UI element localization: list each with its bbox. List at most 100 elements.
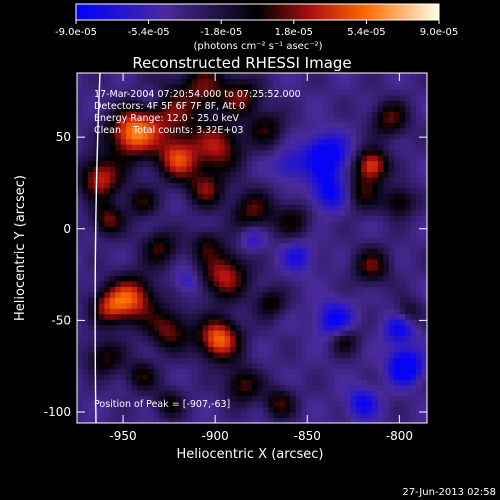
- heatmap-cell: [115, 73, 122, 80]
- heatmap-cell: [301, 253, 308, 260]
- heatmap-cell: [175, 220, 182, 227]
- heatmap-cell: [142, 275, 149, 282]
- heatmap-cell: [230, 204, 237, 211]
- heatmap-cell: [153, 209, 160, 216]
- heatmap-cell: [421, 122, 427, 129]
- heatmap-cell: [169, 324, 177, 331]
- heatmap-cell: [383, 340, 390, 348]
- heatmap-cell: [131, 133, 138, 140]
- heatmap-cell: [126, 401, 133, 408]
- heatmap-cell: [77, 357, 84, 364]
- heatmap-cell: [202, 182, 209, 189]
- heatmap-cell: [235, 280, 242, 287]
- heatmap-cell: [328, 362, 335, 369]
- heatmap-cell: [317, 286, 324, 293]
- heatmap-cell: [301, 351, 308, 358]
- heatmap-cell: [323, 204, 330, 211]
- heatmap-cell: [416, 94, 423, 101]
- heatmap-cell: [317, 346, 324, 353]
- heatmap-cell: [109, 89, 116, 96]
- heatmap-cell: [213, 280, 220, 287]
- heatmap-cell: [109, 133, 116, 140]
- heatmap-cell: [323, 412, 330, 419]
- heatmap-cell: [279, 373, 286, 380]
- heatmap-cell: [301, 242, 308, 249]
- heatmap-cell: [126, 357, 133, 364]
- heatmap-cell: [405, 176, 412, 183]
- heatmap-cell: [235, 308, 242, 315]
- heatmap-cell: [98, 390, 105, 397]
- heatmap-cell: [208, 248, 215, 255]
- heatmap-cell: [306, 368, 313, 375]
- heatmap-cell: [339, 122, 346, 129]
- heatmap-cell: [208, 171, 215, 178]
- heatmap-cell: [339, 340, 346, 348]
- heatmap-cell: [153, 100, 160, 107]
- heatmap-cell: [350, 373, 357, 380]
- heatmap-cell: [104, 78, 111, 85]
- heatmap-cell: [410, 395, 417, 402]
- heatmap-cell: [98, 144, 105, 151]
- heatmap-cell: [241, 302, 248, 309]
- heatmap-cell: [109, 373, 116, 380]
- heatmap-cell: [126, 275, 133, 282]
- heatmap-cell: [257, 291, 264, 298]
- heatmap-cell: [98, 171, 105, 178]
- heatmap-cell: [284, 105, 291, 112]
- heatmap-cell: [109, 100, 116, 107]
- heatmap-cell: [361, 384, 368, 391]
- heatmap-cell: [230, 89, 237, 96]
- heatmap-cell: [334, 335, 341, 342]
- heatmap-cell: [104, 215, 111, 222]
- heatmap-cell: [241, 324, 248, 331]
- heatmap-cell: [290, 160, 297, 167]
- heatmap-cell: [317, 406, 324, 413]
- heatmap-cell: [180, 319, 187, 326]
- heatmap-cell: [383, 269, 390, 276]
- heatmap-cell: [169, 187, 177, 194]
- heatmap-cell: [295, 209, 302, 216]
- heatmap-cell: [366, 100, 373, 107]
- heatmap-cell: [137, 324, 144, 331]
- heatmap-cell: [175, 176, 182, 183]
- heatmap-cell: [175, 116, 182, 123]
- heatmap-cell: [224, 313, 231, 320]
- heatmap-cell: [235, 133, 242, 140]
- heatmap-cell: [399, 127, 406, 134]
- heatmap-cell: [257, 83, 264, 91]
- heatmap-cell: [383, 275, 390, 282]
- heatmap-cell: [350, 111, 357, 118]
- heatmap-cell: [366, 209, 373, 216]
- heatmap-cell: [377, 253, 384, 260]
- heatmap-cell: [159, 324, 166, 331]
- heatmap-cell: [98, 313, 105, 320]
- heatmap-cell: [115, 302, 122, 309]
- heatmap-cell: [328, 297, 335, 304]
- heatmap-cell: [186, 193, 193, 200]
- heatmap-cell: [394, 105, 401, 112]
- heatmap-cell: [257, 280, 264, 287]
- heatmap-cell: [268, 198, 275, 205]
- heatmap-cell: [230, 286, 237, 293]
- heatmap-cell: [383, 308, 390, 315]
- heatmap-cell: [334, 111, 341, 118]
- heatmap-cell: [262, 111, 270, 118]
- heatmap-cell: [317, 122, 324, 129]
- heatmap-cell: [186, 269, 193, 276]
- heatmap-cell: [366, 160, 373, 167]
- heatmap-cell: [93, 226, 100, 233]
- heatmap-cell: [273, 379, 280, 386]
- heatmap-cell: [169, 280, 177, 287]
- heatmap-cell: [295, 390, 302, 397]
- heatmap-cell: [175, 351, 182, 358]
- heatmap-cell: [137, 297, 144, 304]
- heatmap-cell: [93, 253, 100, 260]
- heatmap-cell: [421, 165, 427, 173]
- heatmap-cell: [273, 319, 280, 326]
- heatmap-cell: [120, 313, 127, 320]
- heatmap-cell: [416, 149, 423, 156]
- heatmap-cell: [235, 215, 242, 222]
- heatmap-cell: [169, 242, 177, 249]
- heatmap-cell: [279, 215, 286, 222]
- heatmap-cell: [246, 226, 253, 233]
